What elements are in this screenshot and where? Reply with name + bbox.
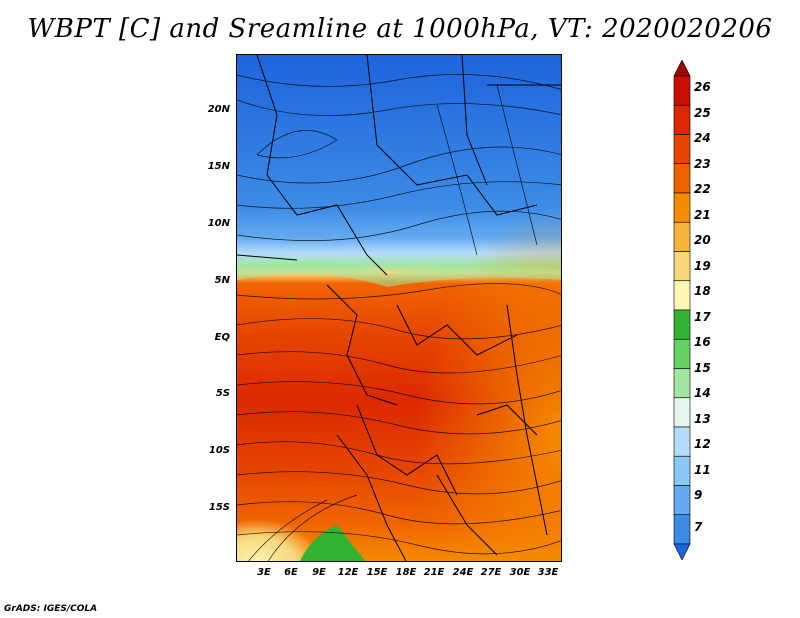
x-tick-label: 24E bbox=[452, 567, 474, 578]
east-warm-region bbox=[237, 55, 561, 561]
colorbar-label: 21 bbox=[694, 208, 711, 222]
colorbar-label: 12 bbox=[694, 437, 711, 451]
colorbar-segment bbox=[673, 514, 691, 545]
colorbar-top-arrow bbox=[673, 60, 691, 77]
colorbar-label: 15 bbox=[694, 361, 711, 375]
x-tick-label: 15E bbox=[366, 567, 388, 578]
map-panel bbox=[236, 54, 562, 562]
colorbar-segment bbox=[673, 192, 691, 223]
colorbar bbox=[673, 60, 691, 560]
x-tick-label: 27E bbox=[480, 567, 502, 578]
y-tick-label: 10S bbox=[208, 445, 230, 456]
colorbar-label: 20 bbox=[694, 233, 711, 247]
frontal-band bbox=[237, 259, 561, 287]
colorbar-segment bbox=[673, 280, 691, 311]
y-tick-label: 15N bbox=[207, 161, 230, 172]
y-tick-label: 5N bbox=[214, 275, 230, 286]
colorbar-segment bbox=[673, 455, 691, 486]
x-tick-label: 30E bbox=[509, 567, 531, 578]
map-canvas bbox=[237, 55, 561, 561]
chart-title: WBPT [C] and Sreamline at 1000hPa, VT: 2… bbox=[27, 14, 773, 44]
x-tick-label: 6E bbox=[284, 567, 298, 578]
x-tick-label: 9E bbox=[312, 567, 326, 578]
streamlines bbox=[237, 74, 561, 561]
colorbar-segment bbox=[673, 221, 691, 252]
y-tick-label: 10N bbox=[207, 218, 230, 229]
x-tick-label: 18E bbox=[395, 567, 417, 578]
colorbar-label: 11 bbox=[694, 463, 711, 477]
x-tick-label: 3E bbox=[257, 567, 271, 578]
colorbar-segment bbox=[673, 426, 691, 457]
colorbar-segment bbox=[673, 163, 691, 194]
colorbar-label: 13 bbox=[694, 412, 711, 426]
colorbar-label: 7 bbox=[694, 520, 703, 534]
colorbar-label: 22 bbox=[694, 182, 711, 196]
x-tick-label: 21E bbox=[423, 567, 445, 578]
x-tick-label: 12E bbox=[337, 567, 359, 578]
colorbar-label: 26 bbox=[694, 80, 711, 94]
colorbar-segment bbox=[673, 485, 691, 516]
colorbar-segment bbox=[673, 134, 691, 165]
y-tick-label: EQ bbox=[214, 332, 230, 343]
x-tick-label: 33E bbox=[537, 567, 559, 578]
colorbar-label: 14 bbox=[694, 386, 711, 400]
colorbar-label: 23 bbox=[694, 157, 711, 171]
colorbar-label: 25 bbox=[694, 106, 711, 120]
software-credit: GrADS: IGES/COLA bbox=[4, 604, 98, 614]
colorbar-label: 17 bbox=[694, 310, 711, 324]
colorbar-segment bbox=[673, 251, 691, 282]
y-tick-label: 5S bbox=[215, 388, 230, 399]
colorbar-label: 16 bbox=[694, 335, 711, 349]
southwest-green-region bbox=[300, 525, 366, 561]
colorbar-segment bbox=[673, 75, 691, 106]
colorbar-bottom-arrow bbox=[673, 543, 691, 560]
colorbar-label: 9 bbox=[694, 488, 703, 502]
colorbar-segment bbox=[673, 368, 691, 399]
colorbar-segment bbox=[673, 397, 691, 428]
country-borders bbox=[237, 55, 561, 561]
colorbar-segment bbox=[673, 309, 691, 340]
colorbar-label: 19 bbox=[694, 259, 711, 273]
colorbar-label: 24 bbox=[694, 131, 711, 145]
colorbar-segment bbox=[673, 338, 691, 369]
y-tick-label: 15S bbox=[208, 502, 230, 513]
y-tick-label: 20N bbox=[207, 104, 230, 115]
colorbar-label: 18 bbox=[694, 284, 711, 298]
colorbar-segment bbox=[673, 104, 691, 135]
